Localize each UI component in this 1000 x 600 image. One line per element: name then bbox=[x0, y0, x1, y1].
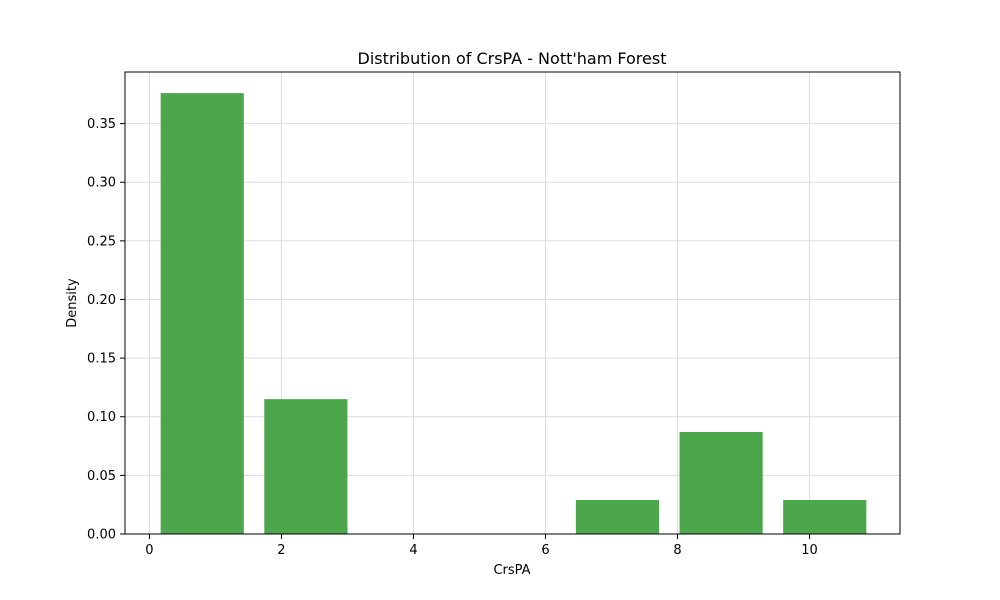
y-axis-ticks: 0.00 0.05 0.10 0.15 0.20 0.25 0.30 0.35 bbox=[87, 117, 125, 543]
bar-5 bbox=[783, 499, 867, 534]
y-tick-label: 0.20 bbox=[87, 293, 116, 308]
bar-4 bbox=[679, 431, 763, 534]
chart-title: Distribution of CrsPA - Nott'ham Forest bbox=[358, 49, 667, 68]
y-tick-label: 0.35 bbox=[87, 117, 116, 132]
x-tick-label: 4 bbox=[409, 543, 417, 558]
x-tick-label: 0 bbox=[145, 543, 153, 558]
y-tick-label: 0.15 bbox=[87, 352, 116, 367]
plot-frame bbox=[124, 71, 901, 535]
x-tick-label: 10 bbox=[801, 543, 818, 558]
bars bbox=[160, 93, 867, 534]
x-axis-label: CrsPA bbox=[493, 563, 530, 578]
y-tick-label: 0.10 bbox=[87, 410, 116, 425]
y-axis-label: Density bbox=[65, 278, 80, 328]
x-tick-label: 6 bbox=[541, 543, 549, 558]
bar-3 bbox=[575, 499, 660, 534]
bar-2 bbox=[264, 399, 348, 534]
x-axis-ticks: 0 2 4 6 8 10 bbox=[145, 534, 818, 558]
y-tick-label: 0.05 bbox=[87, 469, 116, 484]
grid bbox=[125, 72, 900, 535]
x-tick-label: 2 bbox=[277, 543, 285, 558]
y-tick-label: 0.25 bbox=[87, 234, 116, 249]
y-tick-label: 0.30 bbox=[87, 176, 116, 191]
x-tick-label: 8 bbox=[673, 543, 681, 558]
y-tick-label: 0.00 bbox=[87, 528, 116, 543]
bar-1 bbox=[160, 93, 244, 534]
